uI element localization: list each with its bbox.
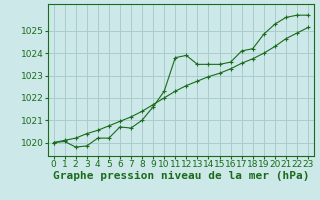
X-axis label: Graphe pression niveau de la mer (hPa): Graphe pression niveau de la mer (hPa)	[52, 171, 309, 181]
